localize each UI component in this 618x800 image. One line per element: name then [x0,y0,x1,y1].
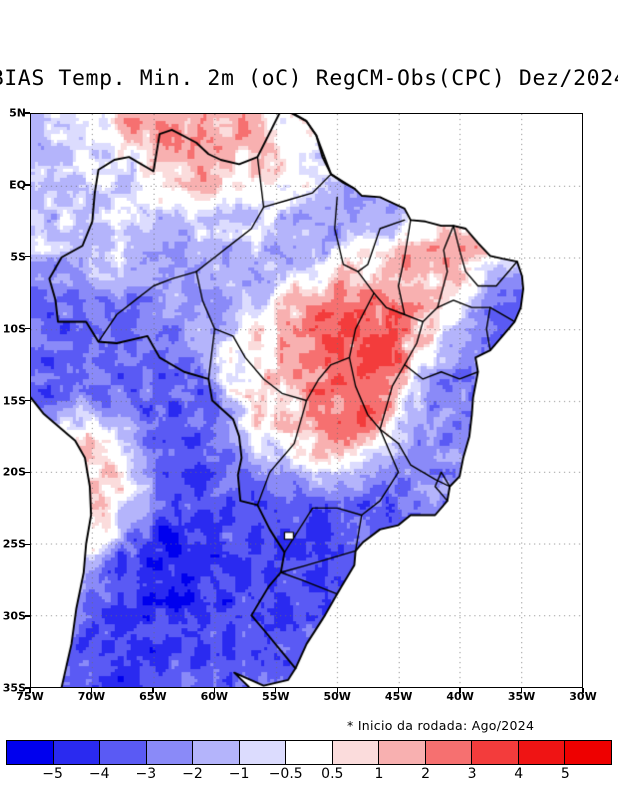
colorbar [6,740,612,765]
colorbar-tick-label: 2 [421,766,430,782]
bias-field-heatmap [31,114,582,687]
colorbar-segment [379,741,426,764]
colorbar-segment [7,741,54,764]
x-axis-tick [520,688,523,693]
x-axis-tick [152,688,154,693]
colorbar-tick-label: −4 [88,766,110,782]
colorbar-segment [472,741,519,764]
colorbar-tick-label: −5 [42,766,63,782]
run-start-footnote: * Inicio da rodada: Ago/2024 [347,718,535,733]
x-axis-label-65w: 65W [139,690,167,703]
colorbar-tick-label: 5 [560,766,570,782]
x-axis-label-70w: 70W [77,690,106,703]
page-title: BIAS Temp. Min. 2m (oC) RegCM-Obs(CPC) D… [0,66,618,91]
colorbar-segment [565,741,611,764]
x-axis-label-55w: 55W [262,690,290,703]
y-axis-label-eq: EQ [9,178,26,192]
y-axis-label-35s: 35S [2,681,26,695]
x-axis-tick [459,688,461,693]
colorbar-tick-label: −0.5 [268,766,303,782]
colorbar-tick-label: −2 [182,766,203,782]
colorbar-segment [239,741,287,764]
colorbar-segment [100,741,147,764]
y-axis-label-25s: 25S [2,537,26,551]
colorbar-tick-label: 1 [374,766,384,782]
y-axis-tick [25,256,30,258]
y-axis-label-10s: 10S [2,322,26,336]
map-plot-frame [30,113,583,688]
x-axis-tick [90,688,93,693]
y-axis-tick [25,543,30,545]
x-axis-label-35w: 35W [507,690,536,703]
colorbar-segment [518,741,566,764]
y-axis-label-30s: 30S [2,609,26,623]
x-axis-tick [29,688,31,693]
y-axis-tick [25,687,30,689]
colorbar-segment [332,741,380,764]
y-axis-tick [25,112,30,114]
colorbar-segment [286,741,333,764]
y-axis-tick [25,327,30,330]
x-axis-label-50w: 50W [323,690,351,703]
y-axis-label-20s: 20S [2,465,26,479]
colorbar-tick-label: 4 [514,766,524,782]
colorbar-tick-label: 3 [467,766,477,782]
colorbar-segment [146,741,194,764]
colorbar-segment [193,741,240,764]
x-axis-tick [336,688,338,693]
y-axis-tick [25,399,30,402]
colorbar-segment [53,741,101,764]
colorbar-segment [425,741,473,764]
y-axis-label-5n: 5N [9,106,26,120]
x-axis-label-30w: 30W [569,690,597,703]
x-axis-label-75w: 75W [16,690,44,703]
y-axis-label-15s: 15S [2,394,26,407]
x-axis-label-45w: 45W [384,690,413,703]
x-axis-label-60w: 60W [200,690,229,703]
colorbar-tick-label: 0.5 [321,766,344,782]
x-axis-tick [397,688,400,693]
x-axis-tick [213,688,216,693]
x-axis-tick [582,688,584,693]
colorbar-tick-label: −1 [228,766,250,782]
map-field-container [31,114,582,687]
y-axis-tick [25,615,30,617]
colorbar-labels: −5 −4 −3 −2 −1 −0.5 0.5 1 2 3 4 5 [6,766,612,786]
y-axis-tick [25,471,30,474]
x-axis-label-40w: 40W [446,690,474,703]
x-axis-tick [275,688,277,693]
y-axis-tick [25,184,30,186]
y-axis-label-5s: 5S [10,250,26,264]
colorbar-tick-label: −3 [135,766,157,782]
